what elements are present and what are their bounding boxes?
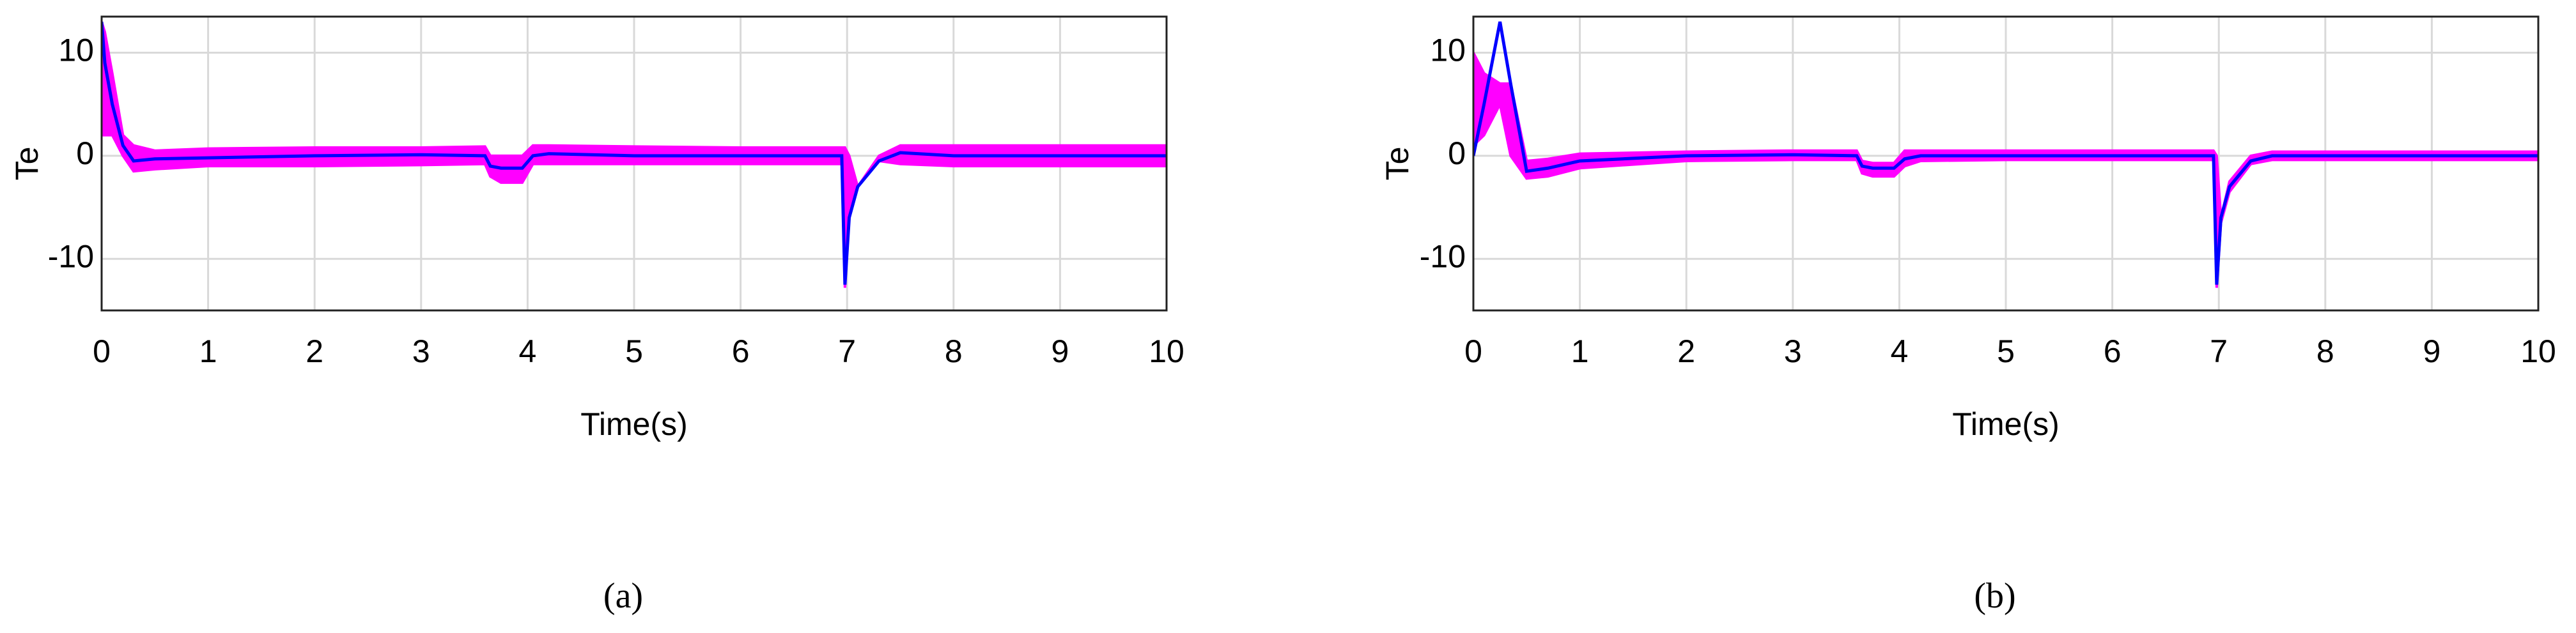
noise-band bbox=[1473, 52, 2538, 288]
y-tick-label: -10 bbox=[1420, 239, 1466, 275]
y-tick-label: 0 bbox=[1448, 135, 1466, 171]
axes-frame bbox=[100, 15, 1168, 312]
x-tick-label: 2 bbox=[1677, 333, 1695, 369]
x-tick-label: 10 bbox=[2520, 333, 2556, 369]
x-tick-label: 4 bbox=[1890, 333, 1908, 369]
x-tick-label: 7 bbox=[838, 333, 856, 369]
x-tick-label: 3 bbox=[412, 333, 430, 369]
axes-frame bbox=[1472, 15, 2540, 312]
x-tick-label: 0 bbox=[93, 333, 111, 369]
plot-lines bbox=[1473, 21, 2538, 288]
caption: (b) bbox=[1974, 576, 2015, 616]
x-tick-label: 8 bbox=[945, 333, 963, 369]
x-tick-label: 7 bbox=[2210, 333, 2228, 369]
x-axis-label: Time(s) bbox=[580, 406, 688, 442]
y-tick-label: 10 bbox=[1430, 33, 1466, 68]
x-tick-label: 1 bbox=[1571, 333, 1589, 369]
y-tick-label: 0 bbox=[76, 135, 94, 171]
x-tick-label: 1 bbox=[199, 333, 217, 369]
line bbox=[102, 21, 1167, 285]
plot-lines bbox=[102, 21, 1167, 288]
x-tick-label: 6 bbox=[732, 333, 750, 369]
x-tick-label: 3 bbox=[1784, 333, 1802, 369]
x-tick-label: 8 bbox=[2316, 333, 2334, 369]
x-tick-label: 6 bbox=[2104, 333, 2122, 369]
x-tick-label: 4 bbox=[518, 333, 536, 369]
subplot: 0 1 2 3 4 5 6 7 8 9 10 -10 0 10 Time(s) Te (a) bbox=[9, 15, 1184, 616]
y-tick-label: 10 bbox=[58, 33, 94, 68]
subplot: 0 1 2 3 4 5 6 7 8 9 10 -10 0 10 Time(s) Te (b) bbox=[1379, 15, 2556, 616]
x-tick-label: 10 bbox=[1149, 333, 1184, 369]
y-axis-label: Te bbox=[1379, 147, 1415, 181]
x-axis-label: Time(s) bbox=[1952, 406, 2060, 442]
y-tick-label: -10 bbox=[48, 239, 94, 275]
x-tick-label: 9 bbox=[1051, 333, 1069, 369]
x-tick-label: 2 bbox=[306, 333, 323, 369]
caption: (a) bbox=[603, 576, 643, 616]
y-axis-label: Te bbox=[9, 147, 45, 181]
x-tick-label: 5 bbox=[625, 333, 643, 369]
x-tick-label: 5 bbox=[1997, 333, 2015, 369]
x-tick-label: 9 bbox=[2423, 333, 2440, 369]
x-tick-label: 0 bbox=[1464, 333, 1482, 369]
line bbox=[1473, 21, 2538, 285]
